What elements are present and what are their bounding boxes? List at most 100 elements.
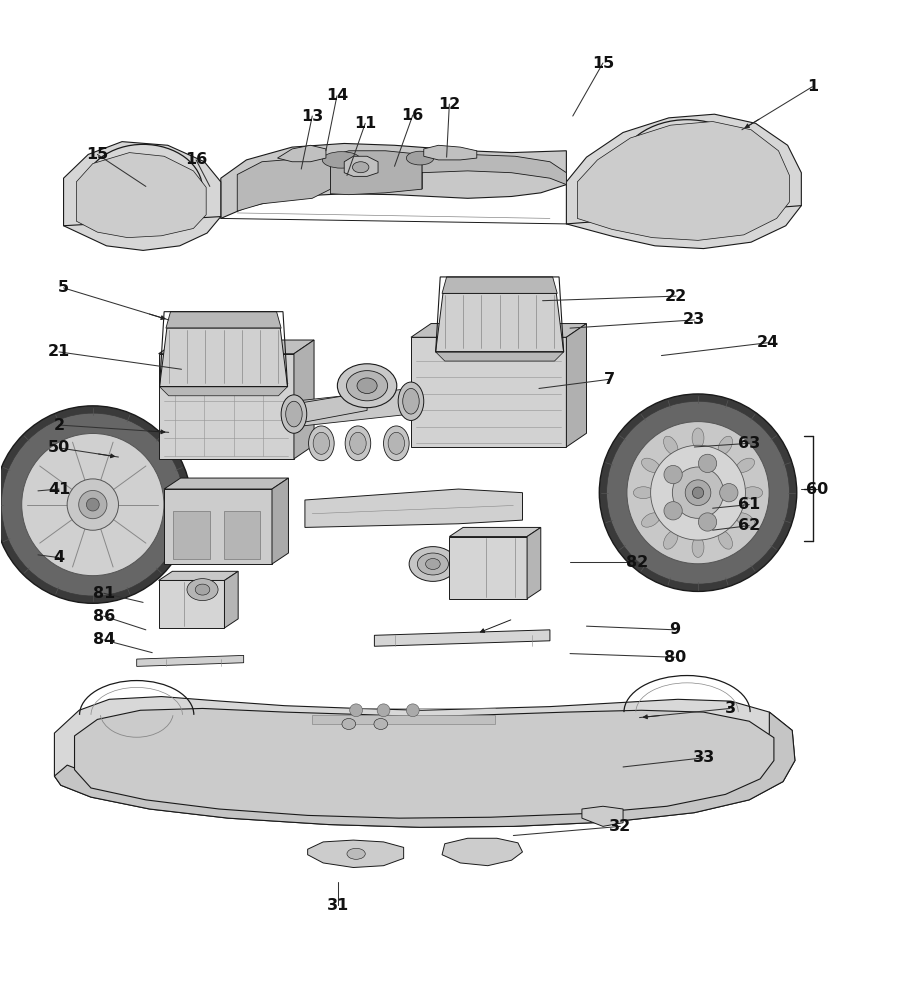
Text: 2: 2 <box>53 418 64 433</box>
Ellipse shape <box>718 531 733 549</box>
Circle shape <box>664 465 682 484</box>
Polygon shape <box>63 142 221 250</box>
Text: 14: 14 <box>326 88 348 103</box>
Polygon shape <box>307 840 403 868</box>
Text: 22: 22 <box>665 289 687 304</box>
Ellipse shape <box>634 487 654 499</box>
Polygon shape <box>330 151 422 195</box>
Circle shape <box>377 704 390 717</box>
Polygon shape <box>422 154 567 189</box>
Circle shape <box>672 467 724 518</box>
Circle shape <box>86 498 99 511</box>
Text: 24: 24 <box>757 335 779 350</box>
Ellipse shape <box>352 162 369 173</box>
Polygon shape <box>160 328 288 387</box>
Ellipse shape <box>406 151 434 165</box>
Ellipse shape <box>743 487 763 499</box>
Circle shape <box>627 422 769 564</box>
Ellipse shape <box>736 513 755 527</box>
Ellipse shape <box>282 395 307 433</box>
Circle shape <box>600 394 797 591</box>
Polygon shape <box>411 337 567 447</box>
Text: 3: 3 <box>724 701 735 716</box>
Text: 1: 1 <box>807 79 818 94</box>
Text: 62: 62 <box>738 518 760 533</box>
Ellipse shape <box>383 426 409 461</box>
Text: 21: 21 <box>48 344 70 359</box>
Polygon shape <box>578 122 790 240</box>
Polygon shape <box>166 312 282 328</box>
Circle shape <box>349 704 362 717</box>
Polygon shape <box>164 489 272 564</box>
Ellipse shape <box>313 432 329 454</box>
Polygon shape <box>424 145 477 160</box>
Circle shape <box>664 502 682 520</box>
Text: 23: 23 <box>683 312 705 327</box>
Polygon shape <box>374 630 550 646</box>
Text: 12: 12 <box>438 97 460 112</box>
Text: 50: 50 <box>48 440 70 455</box>
Circle shape <box>685 480 711 506</box>
Text: 84: 84 <box>93 632 115 647</box>
Circle shape <box>79 490 107 519</box>
Circle shape <box>692 487 703 498</box>
Polygon shape <box>294 388 411 427</box>
Ellipse shape <box>195 584 210 595</box>
Circle shape <box>22 433 164 576</box>
Polygon shape <box>567 114 801 249</box>
Ellipse shape <box>349 432 366 454</box>
Text: 41: 41 <box>48 482 70 497</box>
Ellipse shape <box>417 553 448 575</box>
Polygon shape <box>278 145 326 162</box>
Ellipse shape <box>664 531 678 549</box>
Polygon shape <box>54 697 795 827</box>
Text: 16: 16 <box>185 152 207 167</box>
Ellipse shape <box>179 572 226 607</box>
Ellipse shape <box>692 428 704 448</box>
Ellipse shape <box>322 152 360 168</box>
Polygon shape <box>54 712 795 827</box>
Text: 33: 33 <box>692 750 714 765</box>
Polygon shape <box>442 838 523 866</box>
Polygon shape <box>159 580 225 628</box>
Polygon shape <box>159 354 294 459</box>
Ellipse shape <box>286 401 303 427</box>
Ellipse shape <box>337 364 397 408</box>
Text: 82: 82 <box>625 555 648 570</box>
Text: 13: 13 <box>301 109 324 124</box>
Polygon shape <box>76 153 206 238</box>
Polygon shape <box>305 489 523 527</box>
Text: 15: 15 <box>86 147 108 162</box>
Text: 80: 80 <box>664 650 686 665</box>
Polygon shape <box>312 715 495 724</box>
Ellipse shape <box>345 426 370 461</box>
Polygon shape <box>164 478 289 489</box>
Circle shape <box>651 445 746 540</box>
Polygon shape <box>225 571 238 628</box>
Text: 32: 32 <box>609 819 632 834</box>
Polygon shape <box>272 478 289 564</box>
Text: 15: 15 <box>591 56 614 71</box>
Ellipse shape <box>374 718 388 729</box>
Text: 16: 16 <box>402 108 424 123</box>
Ellipse shape <box>403 388 419 414</box>
Polygon shape <box>160 387 288 396</box>
Text: 81: 81 <box>93 586 115 601</box>
Ellipse shape <box>308 426 334 461</box>
Ellipse shape <box>736 458 755 473</box>
Ellipse shape <box>342 718 356 729</box>
Text: 61: 61 <box>738 497 760 512</box>
Polygon shape <box>449 527 541 537</box>
Polygon shape <box>74 708 774 818</box>
Ellipse shape <box>347 848 365 859</box>
Text: 86: 86 <box>93 609 115 624</box>
Polygon shape <box>527 527 541 599</box>
Ellipse shape <box>398 382 424 420</box>
Ellipse shape <box>642 513 660 527</box>
Polygon shape <box>567 324 587 447</box>
Polygon shape <box>436 293 564 352</box>
Ellipse shape <box>357 378 377 393</box>
Polygon shape <box>221 143 567 218</box>
Ellipse shape <box>664 436 678 455</box>
Polygon shape <box>173 511 210 559</box>
